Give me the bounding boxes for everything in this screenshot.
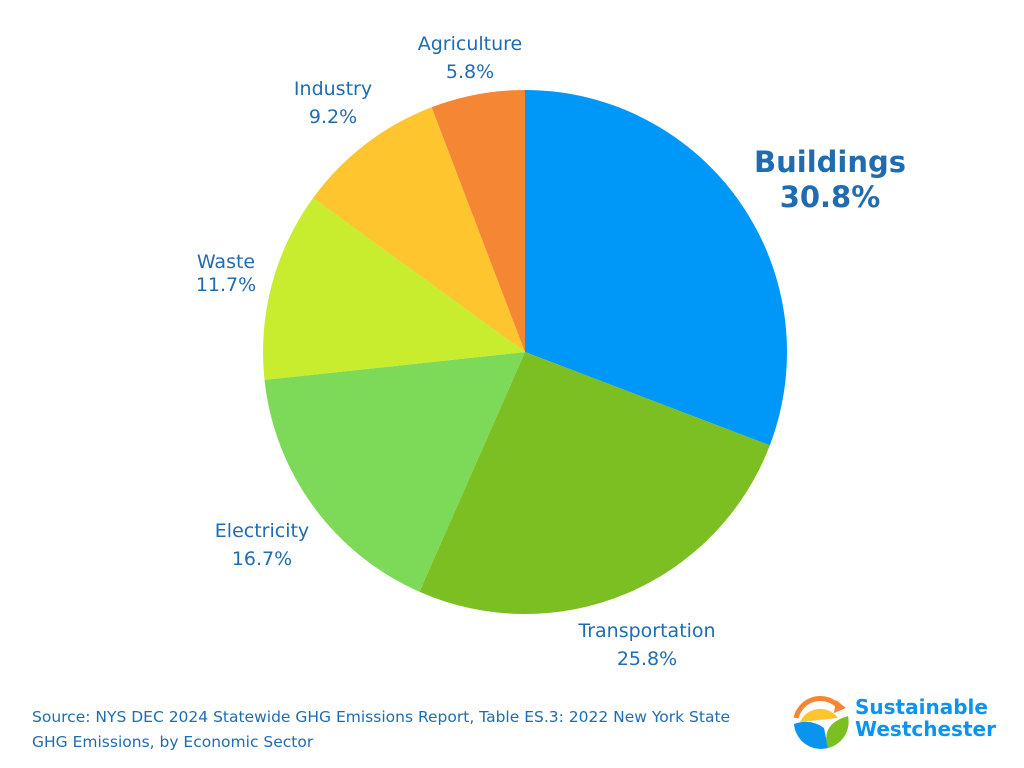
- slice-label-electricity: Electricity: [215, 520, 309, 542]
- slice-value-buildings: 30.8%: [780, 180, 881, 214]
- slice-label-agriculture: Agriculture: [418, 33, 523, 55]
- sustainable-westchester-logo: Sustainable Westchester: [790, 688, 1010, 752]
- slice-label-transportation: Transportation: [577, 620, 715, 642]
- pie-slice-transportation: [419, 352, 770, 615]
- logo-icon: [793, 695, 849, 749]
- slice-label-waste: Waste: [197, 251, 255, 273]
- slice-label-buildings: Buildings: [754, 145, 906, 179]
- pie-slice-buildings: [525, 90, 787, 446]
- slice-value-electricity: 16.7%: [232, 548, 292, 570]
- pie-slice-waste: [263, 198, 525, 380]
- slice-value-agriculture: 5.8%: [446, 61, 494, 83]
- pie-slice-agriculture: [431, 90, 525, 352]
- slice-value-waste: 11.7%: [196, 274, 256, 296]
- slice-value-transportation: 25.8%: [617, 648, 677, 670]
- logo-line2: Westchester: [855, 717, 996, 741]
- pie-slice-electricity: [264, 352, 525, 592]
- slice-value-industry: 9.2%: [309, 106, 357, 128]
- slice-label-industry: Industry: [294, 78, 372, 100]
- logo-line1: Sustainable: [855, 695, 988, 719]
- pie-slice-industry: [313, 107, 525, 353]
- source-note: Source: NYS DEC 2024 Statewide GHG Emiss…: [32, 708, 731, 751]
